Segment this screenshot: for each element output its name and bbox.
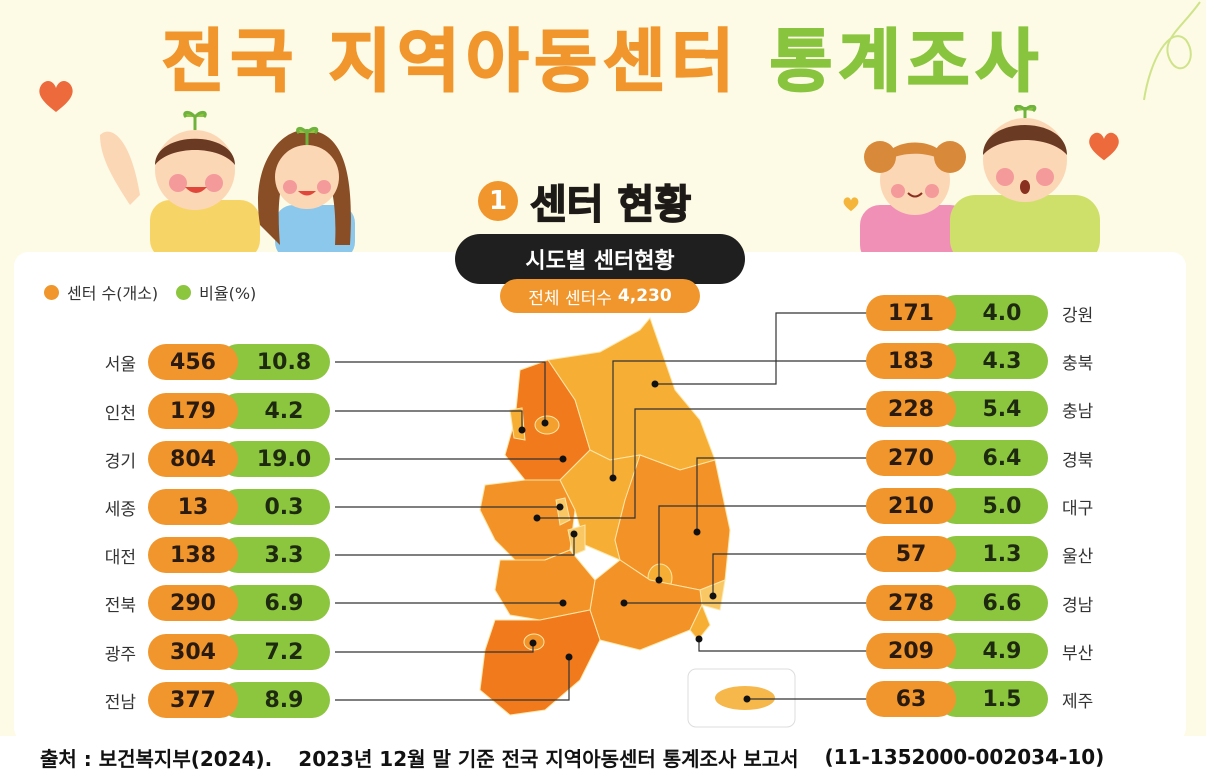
region-name: 광주 [104, 644, 136, 665]
source-footer: 출처 : 보건복지부(2024). 2023년 12월 말 기준 전국 지역아동… [0, 736, 1206, 778]
source-report: 2023년 12월 말 기준 전국 지역아동센터 통계조사 보고서 [298, 746, 799, 771]
center-count: 210 [866, 488, 956, 524]
map-regions [479, 317, 796, 728]
total-label: 전체 센터수 [528, 288, 612, 309]
center-count: 171 [866, 295, 956, 331]
region-name: 경남 [1062, 595, 1094, 616]
center-count: 13 [148, 489, 238, 525]
region-name: 인천 [104, 403, 136, 424]
center-ratio: 6.9 [220, 585, 330, 621]
small-heart-icon [843, 197, 859, 212]
region-row-gwangju: 광주 304 7.2 [84, 634, 330, 670]
section-number-badge: 1 [478, 181, 518, 221]
region-row-busan: 209 4.9 부산 [866, 633, 1114, 669]
center-ratio: 6.6 [938, 585, 1048, 621]
region-markers [518, 380, 751, 703]
region-name: 대구 [1062, 498, 1094, 519]
children-illustration-right [860, 105, 1100, 265]
center-ratio: 4.9 [938, 633, 1048, 669]
region-row-sejong: 세종 13 0.3 [84, 489, 330, 525]
center-ratio: 1.5 [938, 681, 1048, 717]
heart-icon [1089, 132, 1119, 161]
region-row-gyeongbuk: 270 6.4 경북 [866, 440, 1114, 476]
region-row-chungnam: 228 5.4 충남 [866, 391, 1114, 427]
center-count: 57 [866, 536, 956, 572]
region-name: 세종 [104, 499, 136, 520]
region-name: 경기 [104, 451, 136, 472]
title-orange: 전국 지역아동센터 [161, 22, 741, 103]
region-row-incheon: 인천 179 4.2 [84, 393, 330, 429]
children-illustration-left [100, 110, 355, 255]
region-row-jeonnam: 전남 377 8.9 [84, 682, 330, 718]
center-ratio: 5.4 [938, 391, 1048, 427]
center-ratio: 0.3 [220, 489, 330, 525]
center-ratio: 4.3 [938, 343, 1048, 379]
region-name: 서울 [104, 354, 136, 375]
center-ratio: 19.0 [220, 441, 330, 477]
heart-icon [39, 81, 73, 112]
total-badge: 전체 센터수 4,230 [500, 279, 700, 313]
region-name: 경북 [1062, 450, 1094, 471]
region-name: 대전 [104, 547, 136, 568]
center-count: 209 [866, 633, 956, 669]
source-code: (11-1352000-002034-10) [824, 745, 1105, 769]
center-count: 270 [866, 440, 956, 476]
region-name: 전남 [104, 692, 136, 713]
title-green: 통계조사 [769, 22, 1045, 103]
center-count: 456 [148, 344, 238, 380]
center-count: 63 [866, 681, 956, 717]
center-count: 228 [866, 391, 956, 427]
total-value: 4,230 [617, 286, 672, 306]
center-ratio: 8.9 [220, 682, 330, 718]
center-ratio: 1.3 [938, 536, 1048, 572]
region-row-chungbuk: 183 4.3 충북 [866, 343, 1114, 379]
region-row-jeju: 63 1.5 제주 [866, 681, 1114, 717]
region-row-ulsan: 57 1.3 울산 [866, 536, 1114, 572]
center-count: 278 [866, 585, 956, 621]
center-count: 304 [148, 634, 238, 670]
region-name: 부산 [1062, 643, 1094, 664]
center-ratio: 7.2 [220, 634, 330, 670]
source-prefix: 출처 : 보건복지부(2024). [40, 746, 273, 771]
center-ratio: 3.3 [220, 537, 330, 573]
region-row-jeonbuk: 전북 290 6.9 [84, 585, 330, 621]
region-name: 전북 [104, 595, 136, 616]
legend-ratio-swatch [176, 284, 192, 300]
legend: 센터 수(개소) 비율(%) [44, 280, 256, 304]
region-name: 제주 [1062, 691, 1094, 712]
center-count: 290 [148, 585, 238, 621]
region-name: 울산 [1062, 546, 1094, 567]
center-ratio: 6.4 [938, 440, 1048, 476]
legend-ratio-label: 비율(%) [199, 284, 257, 303]
center-ratio: 5.0 [938, 488, 1048, 524]
legend-count-label: 센터 수(개소) [67, 284, 159, 303]
section-title: 센터 현황 [529, 181, 692, 229]
region-row-gangwon: 171 4.0 강원 [866, 295, 1114, 331]
center-count: 377 [148, 682, 238, 718]
region-row-daejeon: 대전 138 3.3 [84, 537, 330, 573]
center-count: 183 [866, 343, 956, 379]
region-name: 강원 [1062, 305, 1094, 326]
page-title: 전국 지역아동센터 통계조사 [0, 6, 1206, 105]
center-ratio: 4.0 [938, 295, 1048, 331]
center-count: 179 [148, 393, 238, 429]
center-ratio: 10.8 [220, 344, 330, 380]
center-count: 138 [148, 537, 238, 573]
center-ratio: 4.2 [220, 393, 330, 429]
region-row-gyeonggi: 경기 804 19.0 [84, 441, 330, 477]
region-row-seoul: 서울 456 10.8 [84, 344, 330, 380]
chart-subtitle: 시도별 센터현황 [455, 234, 745, 284]
region-row-gyeongnam: 278 6.6 경남 [866, 585, 1114, 621]
region-row-daegu: 210 5.0 대구 [866, 488, 1114, 524]
swirl-decoration [1143, 1, 1201, 101]
region-name: 충북 [1062, 353, 1094, 374]
region-name: 충남 [1062, 401, 1094, 422]
center-count: 804 [148, 441, 238, 477]
leader-lines [335, 312, 868, 701]
section-heading: 1 센터 현황 [478, 172, 692, 230]
legend-count-swatch [44, 284, 59, 300]
